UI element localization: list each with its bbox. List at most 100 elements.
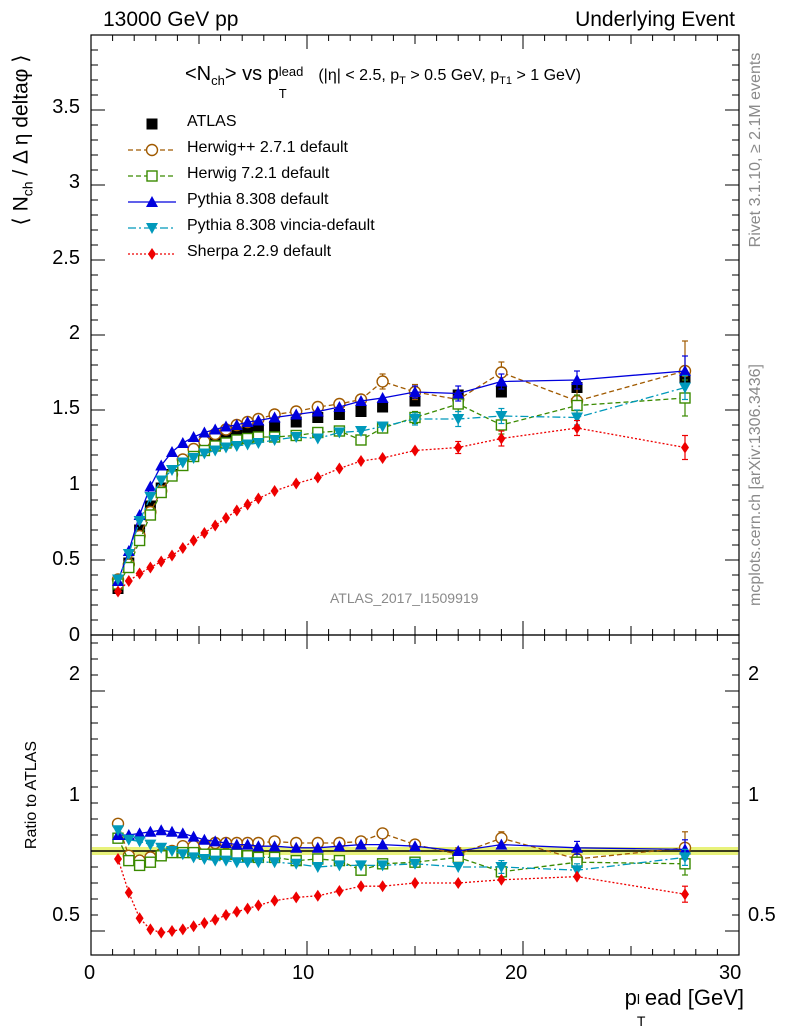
main-series-4-point	[571, 412, 583, 424]
ratio-series-2-point	[290, 841, 303, 853]
ytick-label: 3	[68, 171, 80, 193]
ratio-series-4-point	[411, 877, 419, 889]
main-series-3-point	[209, 423, 222, 435]
ratio-series-3-point	[679, 852, 691, 864]
xtick-label: 20	[505, 962, 528, 984]
main-series-3-point	[409, 386, 421, 397]
header-right: Underlying Event	[575, 8, 735, 31]
main-series-3-point	[230, 419, 243, 430]
ratio-series-4-point	[178, 923, 187, 936]
main-series-2-point	[123, 561, 135, 574]
ratio-series-3-point	[187, 852, 200, 864]
main-series-4-point	[452, 414, 465, 425]
ratio-series-4-point	[357, 880, 365, 893]
ratio-series-3-point	[155, 842, 168, 854]
ratio-series-4-point	[573, 870, 581, 883]
ratio-series-2-point	[166, 825, 178, 837]
ratio-series-3-point	[252, 857, 265, 869]
ratio-series-3-point	[198, 854, 211, 865]
ratio-series-3-point	[220, 855, 232, 867]
main-series-3-point	[220, 420, 232, 432]
ratio-series-2-point	[209, 835, 222, 847]
ratio-plot-markers	[111, 817, 692, 939]
xtick-label: 10	[292, 962, 315, 984]
main-series-4-point	[241, 439, 254, 451]
ratio-series-2-point	[311, 841, 324, 853]
ratio-series-4-point	[681, 888, 689, 901]
main-series-5-point	[378, 452, 387, 464]
ratio-series-3-point	[209, 855, 222, 867]
main-series-3-point	[176, 437, 189, 448]
main-series-4-point	[495, 411, 508, 422]
legend-marker-5	[148, 248, 156, 260]
ratio-series-2-point	[198, 833, 211, 845]
legend-label-atlas: ATLAS	[187, 113, 237, 130]
ratio-series-4-point	[292, 891, 301, 904]
main-series-1-point	[376, 375, 389, 388]
ratio-series-3-point	[452, 862, 465, 873]
ratio-series-2-point	[333, 840, 346, 852]
main-series-0-point	[290, 416, 302, 428]
main-series-0-point	[252, 424, 264, 435]
ratio-series-2-point	[495, 838, 508, 850]
ratio-y-axis-label: Ratio to ATLAS	[23, 740, 40, 850]
main-series-0-point	[409, 395, 421, 407]
ratio-series-4-point	[497, 873, 506, 886]
xtick-label: 30	[719, 962, 742, 984]
main-series-5-point	[573, 422, 581, 434]
main-plot-markers	[111, 340, 692, 598]
ratio-series-2-point	[268, 840, 281, 852]
main-series-5-point	[211, 519, 220, 532]
main-series-4-point	[198, 448, 211, 460]
main-series-4-point	[268, 435, 281, 446]
main-series-4-point	[230, 441, 243, 452]
ratio-series-4-point	[232, 905, 241, 918]
legend-markers	[128, 118, 176, 260]
main-series-0-point	[355, 406, 367, 417]
main-series-2-point	[133, 534, 146, 547]
ratio-series-2-point	[409, 840, 421, 852]
main-series-3-point	[187, 431, 200, 442]
main-series-4-point	[376, 421, 389, 433]
ratio-series-2-point	[230, 838, 243, 850]
ratio-series-0-point	[376, 827, 389, 840]
ratio-series-2-point	[133, 827, 146, 839]
ytick-label: 1.5	[52, 397, 80, 419]
main-series-5-point	[497, 432, 506, 445]
legend-marker-1	[145, 143, 159, 157]
ratio-series-2-point	[144, 825, 157, 837]
ratio-series-1-point	[123, 854, 135, 867]
main-series-4-point	[122, 549, 135, 560]
main-series-1-line	[117, 370, 686, 580]
ratio-series-4-point	[124, 886, 133, 899]
ratio-series-3-point	[133, 836, 146, 848]
ratio-series-3-point	[144, 839, 157, 851]
ratio-series-4-point	[200, 917, 209, 929]
main-series-4-point	[176, 457, 189, 469]
main-series-5-point	[157, 555, 166, 568]
ratio-series-3-point	[268, 857, 281, 869]
main-series-5-point	[681, 441, 689, 454]
header-left: 13000 GeV pp	[103, 8, 239, 31]
main-series-2-point	[144, 509, 157, 521]
main-series-4-point	[155, 475, 168, 487]
ratio-series-4-point	[114, 853, 122, 865]
main-series-4-point	[166, 465, 178, 476]
main-series-4-point	[679, 382, 691, 394]
main-series-0-point	[333, 409, 345, 420]
ratio-series-3-point	[176, 849, 189, 861]
ratio-series-4-point	[335, 885, 344, 897]
main-series-3-point	[144, 480, 157, 492]
y-axis-label: ⟨ Nch / Δ η deltaφ ⟩	[9, 54, 36, 226]
ratio-series-3-point	[241, 857, 254, 869]
main-series-5-point	[146, 561, 155, 574]
axes-ticks	[90, 35, 740, 955]
ratio-series-4-point	[157, 926, 166, 939]
legend-label-sherpa: Sherpa 2.2.9 default	[187, 243, 332, 260]
main-series-4-point	[333, 427, 346, 439]
main-series-5-point	[357, 455, 365, 467]
main-series-3-point	[311, 405, 324, 417]
main-series-2-point	[571, 399, 583, 412]
legend-label-vincia: Pythia 8.308 vincia-default	[187, 217, 375, 234]
